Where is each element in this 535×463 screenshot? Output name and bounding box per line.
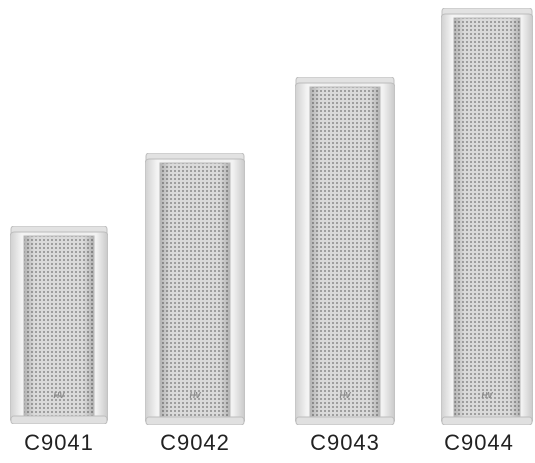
brand-logo: HV	[481, 391, 493, 400]
brand-logo: HV	[189, 391, 201, 400]
brand-logo: HV	[339, 391, 351, 400]
brand-logo: HV	[53, 391, 65, 400]
model-label-c9042: C9042	[160, 430, 230, 455]
speaker-c9042: HV	[145, 153, 245, 425]
speaker-c9044: HV	[441, 8, 533, 425]
model-label-c9044: C9044	[444, 430, 514, 455]
speaker-c9043: HV	[295, 77, 395, 425]
speaker-c9041: HV	[10, 226, 108, 424]
model-label-c9041: C9041	[24, 430, 94, 455]
model-label-c9043: C9043	[310, 430, 380, 455]
